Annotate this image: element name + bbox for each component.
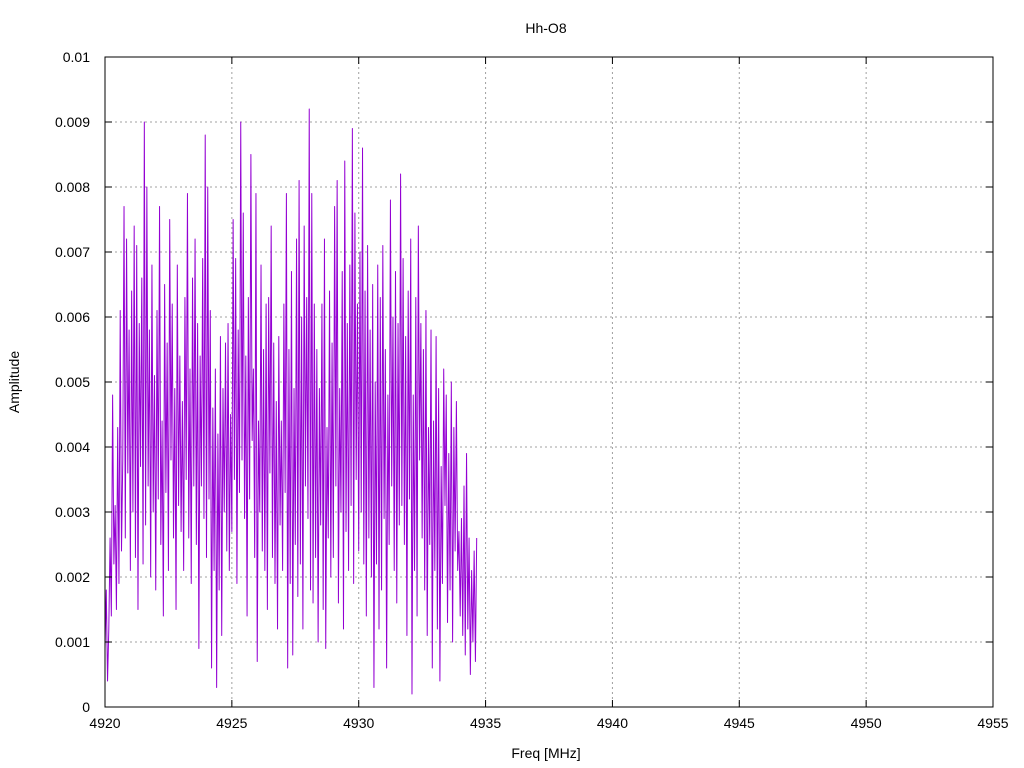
x-tick-label: 4945 xyxy=(724,715,755,731)
x-tick-label: 4920 xyxy=(89,715,120,731)
x-tick-label: 4950 xyxy=(851,715,882,731)
y-axis-label: Amplitude xyxy=(6,351,22,413)
y-tick-label: 0.003 xyxy=(55,504,90,520)
y-tick-label: 0 xyxy=(82,699,90,715)
x-tick-label: 4930 xyxy=(343,715,374,731)
y-tick-label: 0.004 xyxy=(55,439,90,455)
y-tick-label: 0.01 xyxy=(63,49,90,65)
x-axis-label: Freq [MHz] xyxy=(511,745,580,761)
y-tick-label: 0.007 xyxy=(55,244,90,260)
x-tick-labels: 4920 4925 4930 4935 4940 4945 4950 4955 xyxy=(89,715,1008,731)
y-tick-label: 0.009 xyxy=(55,114,90,130)
chart-title: Hh-O8 xyxy=(525,20,566,36)
x-tick-label: 4940 xyxy=(597,715,628,731)
y-tick-label: 0.008 xyxy=(55,179,90,195)
y-tick-labels: 0 0.001 0.002 0.003 0.004 0.005 0.006 0.007 0.00… xyxy=(55,49,90,715)
series-line-group xyxy=(104,108,478,695)
series-line-0 xyxy=(104,108,478,695)
y-tick-label: 0.006 xyxy=(55,309,90,325)
x-tick-label: 4955 xyxy=(977,715,1008,731)
x-tick-label: 4935 xyxy=(470,715,501,731)
y-tick-label: 0.002 xyxy=(55,569,90,585)
x-tick-label: 4925 xyxy=(216,715,247,731)
axis-ticks xyxy=(104,56,994,708)
y-tick-label: 0.001 xyxy=(55,634,90,650)
y-tick-label: 0.005 xyxy=(55,374,90,390)
grid-lines xyxy=(105,57,993,707)
